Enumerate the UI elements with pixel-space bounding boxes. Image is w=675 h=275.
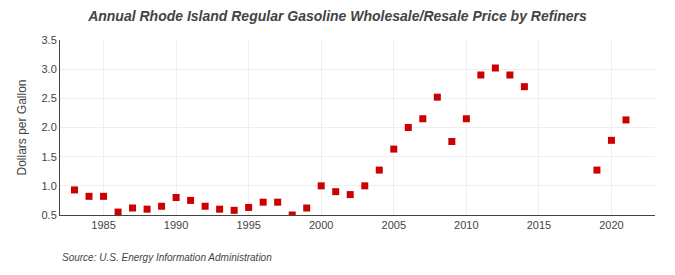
- svg-text:1985: 1985: [91, 219, 115, 231]
- svg-text:1990: 1990: [164, 219, 188, 231]
- svg-text:Annual Rhode Island Regular Ga: Annual Rhode Island Regular Gasoline Who…: [87, 8, 587, 24]
- svg-text:1.0: 1.0: [42, 180, 57, 192]
- svg-text:0.5: 0.5: [42, 209, 57, 221]
- svg-text:1.5: 1.5: [42, 151, 57, 163]
- svg-text:2000: 2000: [309, 219, 333, 231]
- svg-text:2010: 2010: [454, 219, 478, 231]
- svg-text:Source: U.S. Energy Informatio: Source: U.S. Energy Information Administ…: [62, 252, 272, 263]
- svg-text:2.5: 2.5: [42, 92, 57, 104]
- svg-text:3.5: 3.5: [42, 34, 57, 46]
- svg-text:3.0: 3.0: [42, 63, 57, 75]
- svg-text:2.0: 2.0: [42, 121, 57, 133]
- svg-text:1995: 1995: [236, 219, 260, 231]
- svg-text:Dollars per Gallon: Dollars per Gallon: [15, 79, 29, 175]
- svg-text:2015: 2015: [527, 219, 551, 231]
- svg-text:2005: 2005: [382, 219, 406, 231]
- svg-text:2020: 2020: [599, 219, 623, 231]
